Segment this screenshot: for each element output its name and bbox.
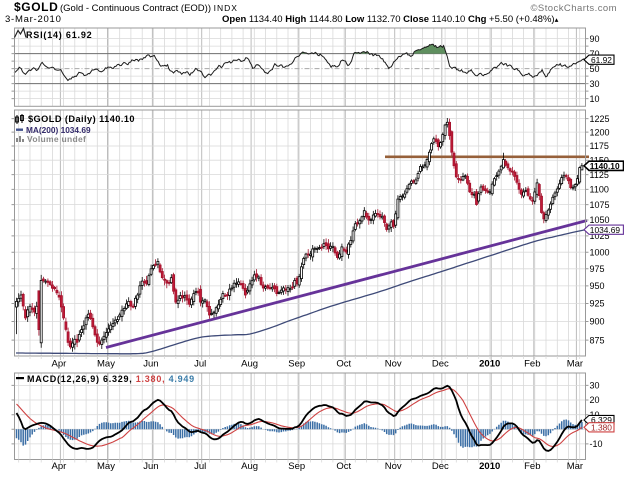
svg-text:6.329: 6.329 — [591, 415, 612, 425]
svg-text:©StockCharts.com: ©StockCharts.com — [530, 3, 617, 14]
svg-text:-10: -10 — [590, 439, 603, 449]
svg-text:May: May — [97, 359, 115, 370]
svg-text:Jul: Jul — [194, 359, 206, 370]
svg-text:Jun: Jun — [143, 359, 158, 370]
svg-text:Sep: Sep — [288, 461, 305, 472]
svg-text:Aug: Aug — [241, 359, 258, 370]
svg-text:61.92: 61.92 — [591, 55, 612, 65]
svg-text:Sep: Sep — [288, 359, 305, 370]
svg-text:90: 90 — [590, 34, 600, 44]
svg-text:Feb: Feb — [524, 461, 540, 472]
svg-text:2010: 2010 — [479, 461, 500, 472]
svg-text:Nov: Nov — [385, 461, 402, 472]
svg-text:1050: 1050 — [590, 215, 610, 225]
svg-text:Aug: Aug — [241, 461, 258, 472]
svg-text:Mar: Mar — [567, 359, 583, 370]
svg-text:1075: 1075 — [590, 200, 610, 210]
svg-text:925: 925 — [590, 299, 605, 309]
svg-text:1225: 1225 — [590, 114, 610, 124]
svg-text:1.380: 1.380 — [591, 422, 612, 432]
svg-text:875: 875 — [590, 335, 605, 345]
svg-text:2010: 2010 — [479, 359, 500, 370]
svg-text:70: 70 — [590, 49, 600, 59]
svg-text:30: 30 — [590, 381, 600, 391]
svg-text:1125: 1125 — [590, 170, 609, 180]
svg-text:Dec: Dec — [432, 461, 449, 472]
svg-text:30: 30 — [590, 79, 600, 89]
svg-text:1000: 1000 — [590, 247, 610, 257]
svg-text:Feb: Feb — [524, 359, 540, 370]
svg-text:Volume undef: Volume undef — [27, 134, 86, 144]
svg-text:Apr: Apr — [52, 461, 67, 472]
svg-text:Open 1134.40 High 1144.80 Low: Open 1134.40 High 1144.80 Low 1132.70 Cl… — [222, 14, 559, 25]
svg-text:1200: 1200 — [590, 127, 610, 137]
svg-text:10: 10 — [590, 94, 600, 104]
svg-text:1025: 1025 — [590, 231, 610, 241]
svg-text:1100: 1100 — [590, 185, 609, 195]
svg-text:Oct: Oct — [336, 359, 351, 370]
svg-text:1175: 1175 — [590, 141, 609, 151]
svg-text:Apr: Apr — [52, 359, 67, 370]
svg-text:RSI(14) 61.92: RSI(14) 61.92 — [26, 30, 92, 40]
svg-text:May: May — [97, 461, 115, 472]
svg-text:Jun: Jun — [143, 461, 158, 472]
svg-text:Nov: Nov — [385, 359, 402, 370]
svg-text:1034.69: 1034.69 — [590, 225, 621, 235]
svg-text:900: 900 — [590, 317, 605, 327]
svg-text:950: 950 — [590, 281, 605, 291]
svg-text:3-Mar-2010: 3-Mar-2010 — [5, 14, 62, 25]
svg-text:Mar: Mar — [567, 461, 583, 472]
svg-text:50: 50 — [590, 64, 600, 74]
svg-text:1140.10: 1140.10 — [590, 161, 620, 171]
svg-text:Oct: Oct — [336, 461, 351, 472]
svg-text:$GOLD (Daily) 1140.10: $GOLD (Daily) 1140.10 — [28, 114, 135, 124]
svg-text:MA(200) 1034.69: MA(200) 1034.69 — [26, 125, 91, 135]
svg-text:20: 20 — [590, 395, 600, 405]
svg-text:(Gold - Continuous Contract (E: (Gold - Continuous Contract (EOD)) INDX — [60, 3, 238, 14]
svg-text:$GOLD: $GOLD — [14, 0, 58, 14]
svg-text:Dec: Dec — [432, 359, 449, 370]
svg-text:Jul: Jul — [194, 461, 206, 472]
svg-text:MACD(12,26,9) 6.329, 1.380, 4.: MACD(12,26,9) 6.329, 1.380, 4.949 — [27, 374, 195, 384]
svg-text:975: 975 — [590, 264, 605, 274]
